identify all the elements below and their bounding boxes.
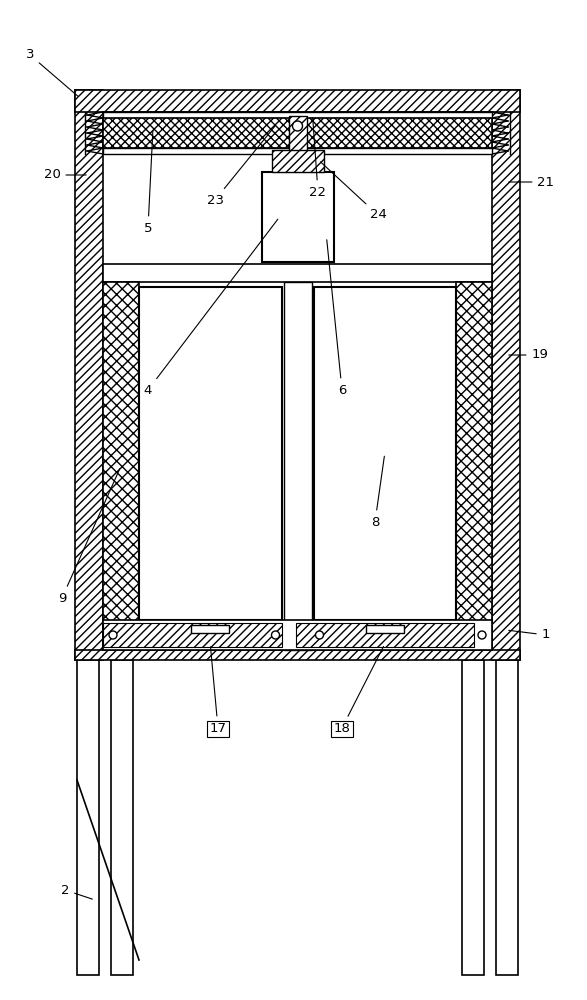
Circle shape [109, 631, 117, 639]
Bar [313, 287, 456, 620]
Text: 19: 19 [509, 349, 548, 361]
Text: 8: 8 [371, 456, 384, 528]
Bar [103, 112, 492, 118]
Bar [75, 90, 520, 112]
Bar [288, 116, 306, 154]
Circle shape [272, 631, 279, 639]
Bar [103, 620, 492, 650]
Bar [103, 118, 492, 148]
Bar [272, 150, 323, 172]
Text: 6: 6 [327, 240, 346, 396]
Text: 22: 22 [309, 118, 326, 198]
Text: 17: 17 [210, 647, 227, 734]
Circle shape [292, 121, 302, 131]
Bar [103, 623, 282, 647]
Text: 24: 24 [321, 162, 386, 222]
Bar [492, 90, 520, 660]
Bar [111, 660, 133, 975]
Text: 21: 21 [509, 176, 555, 188]
FancyBboxPatch shape [207, 721, 229, 737]
Bar [462, 660, 484, 975]
Bar [75, 650, 520, 660]
FancyBboxPatch shape [331, 721, 353, 737]
Bar [77, 660, 99, 975]
Bar [103, 264, 492, 282]
Bar [366, 625, 404, 633]
Bar [139, 287, 282, 620]
Circle shape [315, 631, 323, 639]
Bar [75, 90, 103, 660]
Text: 9: 9 [58, 469, 120, 604]
Text: 4: 4 [144, 219, 278, 396]
Text: 5: 5 [144, 131, 153, 234]
Bar [284, 282, 312, 650]
Circle shape [478, 631, 486, 639]
Bar [103, 282, 139, 650]
Bar [496, 660, 518, 975]
Text: 23: 23 [207, 125, 276, 207]
Bar [191, 625, 230, 633]
Text: 2: 2 [60, 884, 92, 899]
Bar [295, 623, 474, 647]
Bar [456, 282, 492, 650]
Text: 1: 1 [509, 629, 550, 642]
Bar [103, 112, 492, 660]
Bar [103, 148, 492, 154]
Text: 3: 3 [26, 48, 78, 96]
Bar [261, 172, 333, 262]
Text: 20: 20 [43, 168, 86, 182]
Text: 18: 18 [333, 646, 383, 734]
